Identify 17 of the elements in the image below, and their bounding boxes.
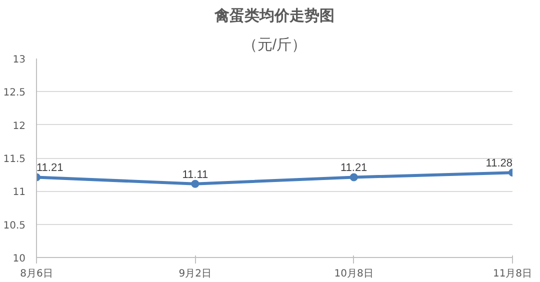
y-tick-label: 13 [12, 54, 26, 66]
y-tick-label: 11 [12, 187, 26, 198]
y-tick-label: 11.5 [3, 154, 26, 165]
y-tick-label: 10 [12, 254, 26, 264]
x-tick-label: 11月8日 [492, 268, 532, 280]
data-label: 11.28 [486, 158, 513, 170]
data-label: 11.21 [36, 162, 64, 174]
data-label: 11.11 [182, 168, 208, 181]
x-tick-label: 10月8日 [334, 268, 374, 280]
x-tick-label: 9月2日 [178, 268, 212, 280]
x-tick-label: 8月6日 [20, 268, 53, 280]
data-label: 11.21 [340, 162, 368, 174]
chart-title: 禽蛋类均价走势图 [214, 8, 334, 24]
y-tick-label: 12 [12, 120, 26, 132]
y-tick-label: 12.5 [3, 88, 26, 99]
chart-subtitle: （元/斤） [242, 36, 307, 54]
y-tick-label: 10.5 [3, 220, 26, 232]
